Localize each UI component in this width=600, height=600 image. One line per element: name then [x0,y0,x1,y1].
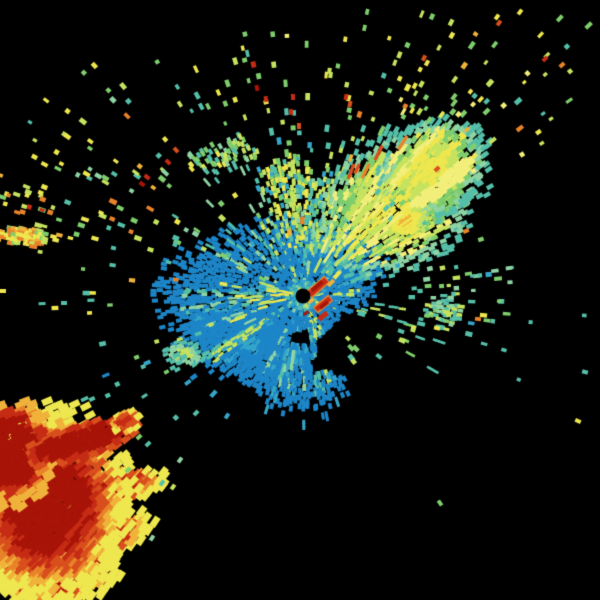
radar-display [0,0,600,600]
radar-reflectivity-canvas [0,0,600,600]
